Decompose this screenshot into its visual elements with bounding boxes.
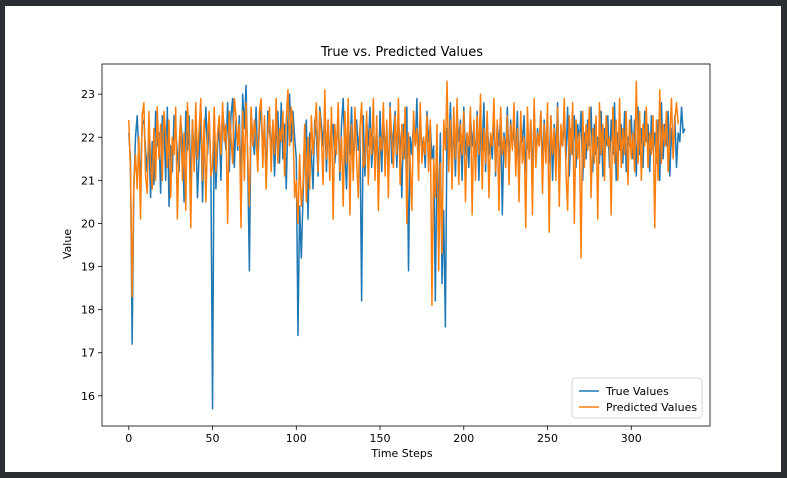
x-tick-label: 100 xyxy=(286,432,307,445)
y-tick-label: 22 xyxy=(81,131,95,144)
y-tick-label: 23 xyxy=(81,88,95,101)
legend-label-predicted-values: Predicted Values xyxy=(606,401,697,414)
x-axis-label: Time Steps xyxy=(370,447,432,460)
x-tick-label: 200 xyxy=(453,432,474,445)
x-tick-label: 300 xyxy=(621,432,642,445)
legend-box xyxy=(571,377,703,419)
plot-area: 0 50 100 150 200 250 300 16 17 18 19 20 21 22 23 xyxy=(81,63,711,445)
legend: True Values Predicted Values xyxy=(571,377,703,419)
series-line-predicted-values xyxy=(128,80,679,307)
y-axis-label: Value xyxy=(61,229,74,259)
chart-title: True vs. Predicted Values xyxy=(320,45,483,60)
y-tick-label: 18 xyxy=(81,304,95,317)
series-line-true-values xyxy=(128,84,686,410)
x-tick-label: 250 xyxy=(537,432,558,445)
x-tick-label: 50 xyxy=(206,432,220,445)
y-tick-label: 19 xyxy=(81,261,95,274)
y-tick-label: 20 xyxy=(81,217,95,230)
figure-canvas: True vs. Predicted Values Time Steps Val… xyxy=(5,6,781,472)
y-tick-label: 17 xyxy=(81,347,95,360)
legend-label-true-values: True Values xyxy=(605,385,669,398)
x-tick-label: 0 xyxy=(125,432,132,445)
line-chart: True vs. Predicted Values Time Steps Val… xyxy=(61,45,711,460)
axes-frame xyxy=(101,63,711,427)
y-tick-label: 21 xyxy=(81,174,95,187)
x-tick-label: 150 xyxy=(370,432,391,445)
y-tick-label: 16 xyxy=(81,390,95,403)
